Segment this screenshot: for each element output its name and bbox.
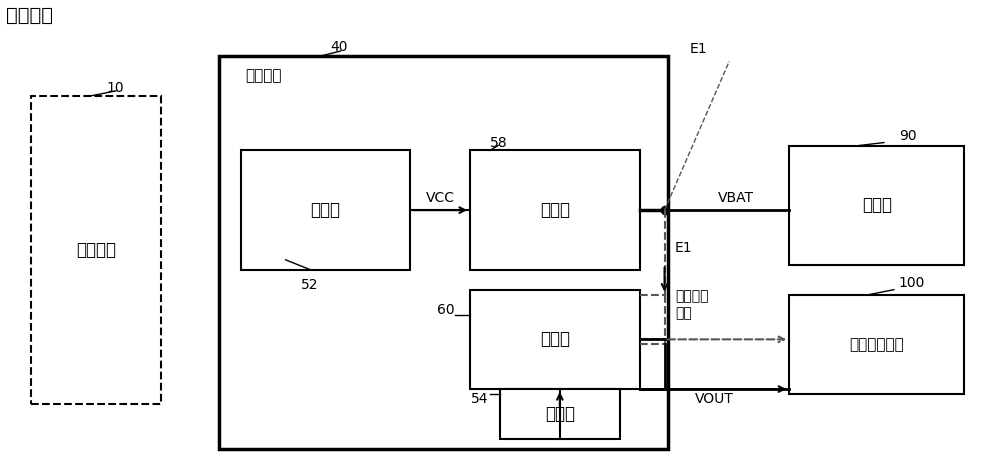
- Text: 第一模式: 第一模式: [6, 7, 53, 26]
- Text: 52: 52: [301, 278, 318, 292]
- Text: 蓄電池: 蓄電池: [862, 196, 892, 214]
- Text: 控制部: 控制部: [545, 405, 575, 423]
- Text: 放電部: 放電部: [540, 330, 570, 348]
- Bar: [241, 151, 410, 270]
- Bar: [219, 56, 668, 449]
- Text: 充電部: 充電部: [540, 201, 570, 219]
- Text: VOUT: VOUT: [694, 392, 733, 406]
- Text: 輸電裝置: 輸電裝置: [76, 241, 116, 259]
- Text: 受電部: 受電部: [310, 201, 340, 219]
- Bar: [789, 295, 964, 394]
- Text: E1: E1: [689, 42, 707, 56]
- Text: 放電動作
開啟: 放電動作 開啟: [676, 290, 709, 320]
- Bar: [500, 389, 620, 439]
- Text: VCC: VCC: [426, 191, 455, 205]
- Text: 54: 54: [471, 392, 488, 406]
- Text: 10: 10: [106, 81, 124, 95]
- Text: 40: 40: [330, 40, 348, 54]
- Text: 受電裝置: 受電裝置: [246, 68, 282, 83]
- Text: 58: 58: [490, 135, 508, 150]
- Bar: [470, 290, 640, 389]
- Text: VBAT: VBAT: [717, 191, 753, 205]
- Text: 100: 100: [899, 276, 925, 290]
- Text: 電力供給對象: 電力供給對象: [850, 337, 904, 352]
- Text: 60: 60: [438, 303, 455, 317]
- Text: E1: E1: [675, 241, 692, 255]
- Bar: [470, 151, 640, 270]
- Bar: [789, 146, 964, 265]
- Bar: [31, 96, 161, 404]
- Text: 90: 90: [899, 129, 917, 143]
